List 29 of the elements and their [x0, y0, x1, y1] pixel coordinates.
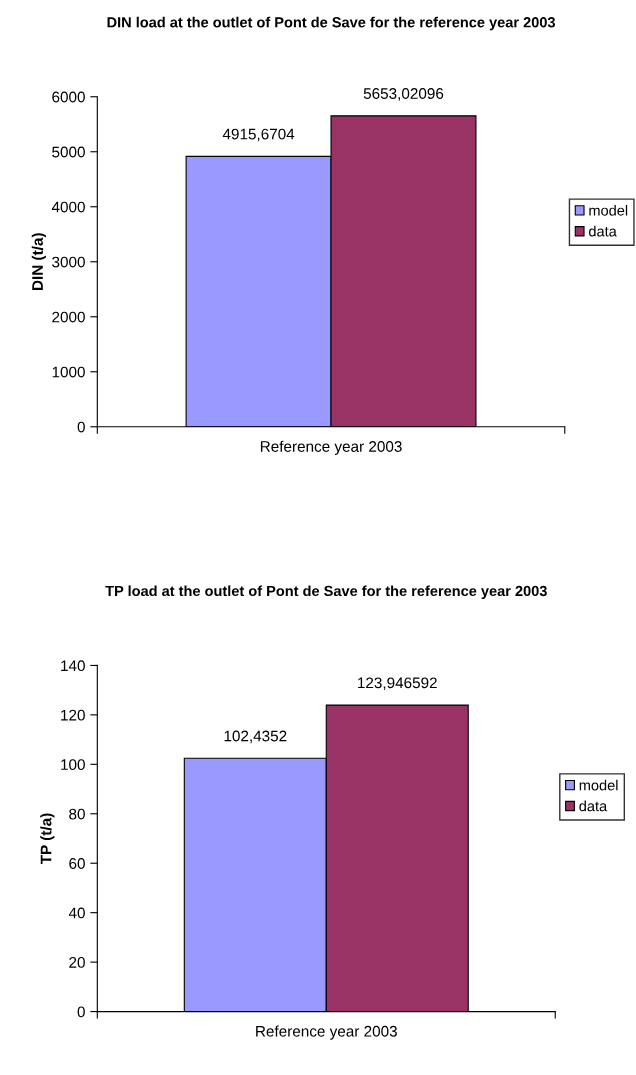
- data-label: 102,4352: [224, 730, 287, 744]
- chart-title: TP load at the outlet of Pont de Save for the reference year 2003: [105, 585, 547, 600]
- legend-label: model: [579, 779, 618, 791]
- data-label: 4915,6704: [222, 128, 295, 142]
- y-tick-label: 3000: [52, 256, 85, 268]
- y-tick-label: 0: [77, 421, 85, 433]
- y-tick-label: 2000: [52, 311, 85, 323]
- legend-label: data: [579, 800, 608, 812]
- y-tick-label: 140: [61, 660, 85, 672]
- data-label: 123,946592: [358, 677, 437, 691]
- y-axis-title: TP (t/a): [40, 813, 55, 865]
- y-tick-label: 4000: [51, 201, 85, 213]
- data-label: 5653,02096: [363, 88, 444, 101]
- y-tick-label: 6000: [52, 91, 85, 103]
- y-tick-label: 20: [69, 956, 85, 968]
- y-tick-label: 5000: [52, 146, 85, 158]
- x-tick-label: Reference year 2003: [256, 1025, 397, 1040]
- y-tick-label: 100: [61, 759, 85, 771]
- y-tick-label: 60: [69, 858, 85, 869]
- y-tick-label: 0: [77, 1006, 85, 1018]
- y-tick-label: 120: [61, 709, 85, 721]
- y-tick-label: 80: [69, 808, 85, 820]
- y-axis-title: DIN (t/a): [31, 233, 46, 291]
- y-tick-label: 40: [68, 907, 85, 919]
- x-tick-label: Reference year 2003: [260, 440, 402, 455]
- y-tick-label: 1000: [52, 366, 85, 378]
- chart-title: DIN load at the outlet of Pont de Save for the reference year 2003: [107, 16, 556, 31]
- legend-label: data: [589, 225, 617, 237]
- legend-label: model: [589, 204, 628, 216]
